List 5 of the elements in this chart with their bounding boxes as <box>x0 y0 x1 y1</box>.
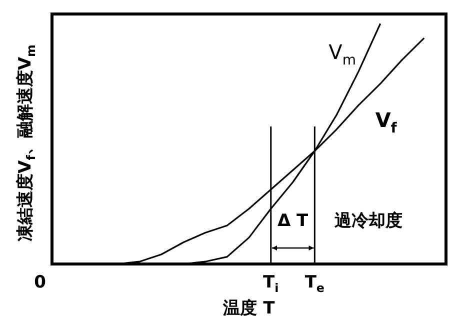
annotation: Δ T <box>277 210 309 231</box>
x-tick-label: 0 <box>34 272 46 292</box>
y-axis-title: 凍結速度Vf、融解速度Vm <box>15 44 38 242</box>
annotation: 過冷却度 <box>334 210 403 231</box>
x-axis-title: 温度 T <box>222 298 276 318</box>
